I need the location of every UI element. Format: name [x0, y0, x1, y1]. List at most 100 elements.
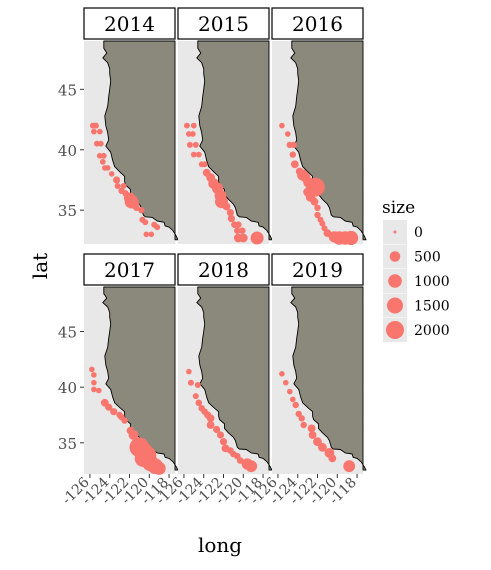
data-point	[234, 227, 241, 234]
facet-label: 2016	[292, 12, 343, 36]
data-point	[307, 424, 316, 433]
y-tick-label: 35	[58, 435, 77, 453]
facet-strip	[83, 7, 176, 40]
data-point	[120, 183, 127, 189]
data-point	[92, 122, 99, 129]
data-point	[298, 415, 305, 422]
data-point	[343, 460, 356, 473]
data-point	[290, 396, 296, 403]
legend-label: 1000	[414, 274, 450, 290]
facet-label: 2017	[104, 258, 155, 282]
data-point	[226, 209, 234, 217]
legend-label: 2000	[414, 323, 450, 339]
data-point	[250, 231, 264, 245]
data-point	[104, 165, 111, 171]
data-point	[152, 461, 166, 475]
data-point	[290, 141, 297, 149]
data-point	[285, 131, 291, 137]
data-point	[194, 382, 201, 388]
data-point	[190, 122, 197, 129]
data-point	[89, 366, 95, 373]
y-tick-label: 40	[58, 379, 77, 397]
data-point	[314, 204, 321, 211]
legend-key-symbol	[387, 297, 403, 314]
data-point	[219, 438, 228, 446]
data-point	[290, 160, 299, 169]
data-point	[201, 161, 208, 168]
data-point	[195, 399, 203, 407]
legend-key-symbol	[388, 274, 402, 288]
y-axis-title: lat	[28, 253, 52, 279]
data-point	[148, 231, 155, 238]
data-point	[318, 442, 327, 452]
legend-label: 500	[414, 250, 441, 266]
data-point	[283, 379, 289, 386]
y-tick-label: 45	[58, 81, 77, 99]
data-point	[289, 151, 296, 158]
data-point	[96, 152, 103, 159]
data-point	[310, 197, 319, 206]
data-point	[213, 425, 221, 434]
legend-key-symbol	[386, 321, 404, 339]
data-point	[142, 219, 149, 226]
data-point	[121, 417, 128, 424]
data-point	[184, 122, 190, 129]
data-point	[154, 224, 161, 231]
data-point	[239, 227, 246, 234]
data-point	[91, 372, 97, 378]
data-point	[91, 379, 97, 386]
data-point	[186, 141, 193, 148]
data-point	[314, 211, 321, 219]
data-point	[187, 379, 194, 386]
data-point	[110, 408, 118, 416]
data-point	[113, 176, 121, 184]
data-point	[206, 414, 215, 423]
data-point	[235, 221, 242, 228]
land-polygon	[196, 286, 273, 471]
data-point	[99, 158, 106, 165]
facet-label: 2014	[104, 12, 155, 36]
facet-strip	[83, 253, 176, 286]
data-point	[206, 421, 215, 429]
legend-key-symbol	[389, 251, 401, 262]
y-tick-label: 35	[58, 202, 77, 220]
data-point	[133, 204, 140, 211]
legend-title: size	[382, 198, 415, 218]
facet-label: 2018	[198, 258, 249, 282]
data-point	[287, 388, 293, 395]
data-point	[195, 151, 202, 158]
data-point	[189, 131, 196, 137]
data-point	[344, 230, 359, 246]
legend-key-symbol	[393, 230, 397, 234]
data-point	[105, 403, 113, 411]
data-point	[192, 141, 199, 148]
facet-strip	[271, 7, 364, 40]
legend-label: 1500	[414, 299, 450, 315]
data-point	[279, 122, 285, 129]
data-point	[227, 215, 235, 223]
data-point	[138, 207, 145, 214]
data-point	[190, 151, 197, 158]
data-point	[292, 401, 299, 409]
data-point	[91, 386, 97, 393]
data-point	[192, 393, 199, 400]
y-tick-label: 40	[58, 142, 77, 160]
data-point	[97, 140, 104, 147]
land-polygon	[290, 286, 367, 471]
data-point	[222, 202, 231, 211]
facet-strip	[177, 253, 270, 286]
data-point	[328, 454, 337, 463]
y-tick-label: 45	[58, 324, 77, 342]
data-point	[245, 460, 258, 473]
data-point	[238, 233, 248, 243]
data-point	[114, 183, 121, 189]
land-polygon	[196, 40, 273, 241]
data-point	[308, 431, 317, 439]
facet-label: 2015	[198, 12, 249, 36]
data-point	[128, 430, 139, 440]
data-point	[186, 368, 192, 375]
data-point	[319, 220, 326, 227]
data-point	[279, 371, 285, 377]
